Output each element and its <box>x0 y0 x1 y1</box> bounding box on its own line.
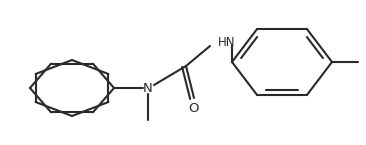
Text: O: O <box>189 102 199 115</box>
Text: HN: HN <box>218 36 235 48</box>
Text: N: N <box>143 81 153 95</box>
